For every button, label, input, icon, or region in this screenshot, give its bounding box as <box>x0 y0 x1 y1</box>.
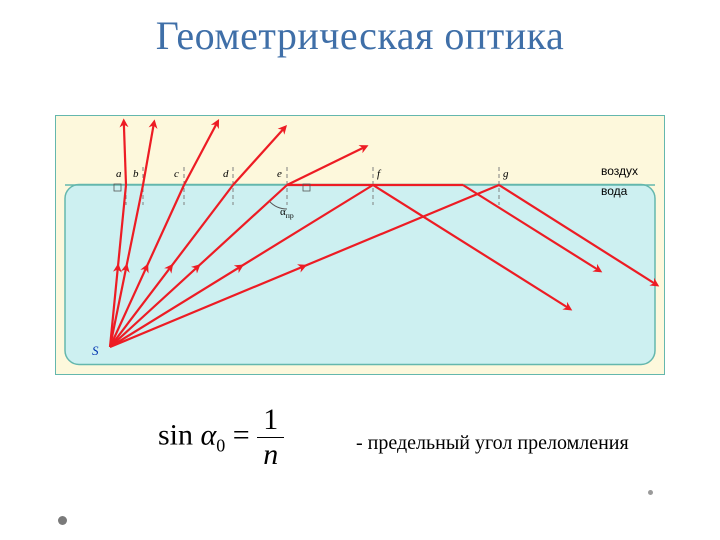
sub-zero: 0 <box>216 435 225 455</box>
bullet-small <box>648 490 653 495</box>
svg-text:e: e <box>277 168 282 180</box>
numerator: 1 <box>257 405 284 438</box>
fraction: 1 n <box>257 405 284 470</box>
svg-text:d: d <box>223 168 229 180</box>
denominator: n <box>257 438 284 470</box>
label-air: воздух <box>601 164 638 178</box>
svg-text:g: g <box>503 168 509 180</box>
equals: = <box>233 418 257 451</box>
svg-text:a: a <box>116 168 122 180</box>
label-water: вода <box>601 184 628 198</box>
caption-text: - предельный угол преломления <box>356 432 629 455</box>
fn-sin: sin <box>158 418 193 451</box>
var-alpha: α <box>201 418 217 451</box>
optics-diagram: воздухводаSabcdefgαпр <box>55 115 665 375</box>
svg-text:c: c <box>174 168 179 180</box>
slide-title: Геометрическая оптика <box>0 12 720 59</box>
slide: Геометрическая оптика воздухводаSabcdefg… <box>0 0 720 540</box>
svg-text:b: b <box>133 168 139 180</box>
formula: sin α0 = 1 n <box>158 405 284 470</box>
label-source: S <box>92 343 99 358</box>
bullet-large <box>58 516 67 525</box>
